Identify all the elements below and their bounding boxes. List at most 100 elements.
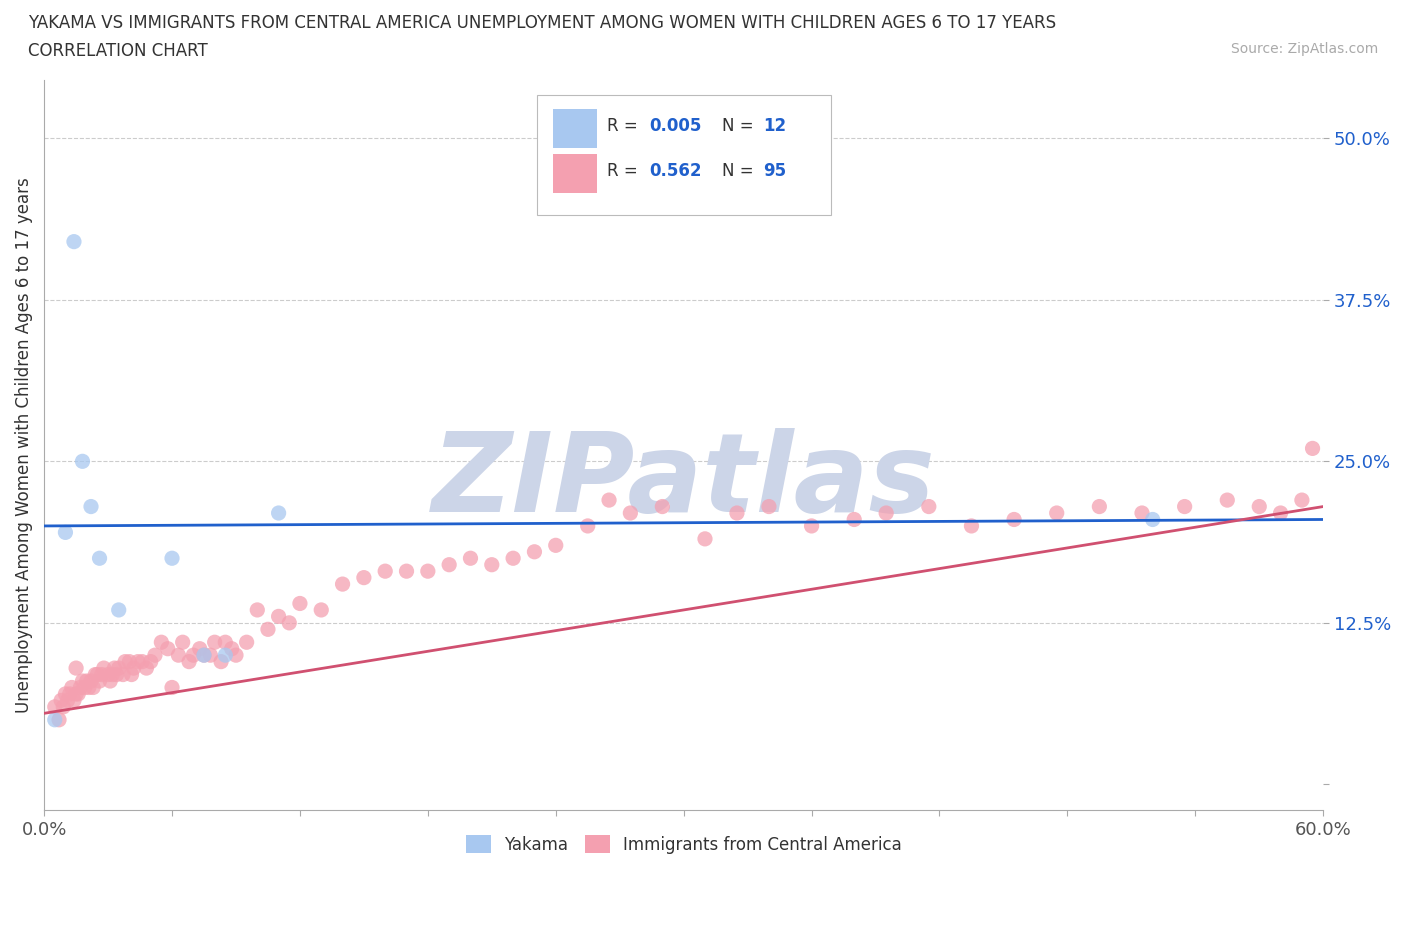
Point: [59, 686, 82, 701]
Point: [214, 635, 236, 650]
Point: [118, 654, 141, 669]
Point: [288, 596, 311, 611]
Point: [1270, 506, 1292, 521]
Point: [107, 603, 129, 618]
Y-axis label: Unemployment Among Women with Children Ages 6 to 17 years: Unemployment Among Women with Children A…: [15, 178, 32, 713]
Point: [80, 673, 103, 688]
Point: [214, 647, 236, 662]
Point: [56, 693, 79, 708]
Point: [122, 660, 145, 675]
Point: [65, 660, 87, 675]
Point: [800, 519, 823, 534]
Point: [55, 686, 77, 701]
Point: [121, 667, 143, 682]
Point: [257, 622, 280, 637]
Point: [758, 499, 780, 514]
Point: [111, 667, 134, 682]
Point: [544, 538, 567, 552]
Text: 95: 95: [763, 163, 786, 180]
Point: [193, 647, 215, 662]
Point: [98, 673, 121, 688]
Point: [651, 499, 673, 514]
Point: [55, 525, 77, 539]
Point: [246, 603, 269, 618]
Point: [1088, 499, 1111, 514]
Point: [1002, 512, 1025, 527]
Point: [160, 551, 183, 565]
Point: [1130, 506, 1153, 521]
Point: [103, 660, 125, 675]
Point: [150, 635, 173, 650]
Point: [139, 654, 162, 669]
Point: [114, 654, 136, 669]
Point: [1291, 493, 1313, 508]
Text: N =: N =: [723, 163, 759, 180]
Point: [183, 647, 205, 662]
Point: [267, 609, 290, 624]
Point: [60, 680, 83, 695]
Point: [1249, 499, 1271, 514]
Point: [481, 557, 503, 572]
Point: [44, 699, 66, 714]
Point: [844, 512, 866, 527]
Point: [105, 667, 128, 682]
Point: [309, 603, 332, 618]
Point: [80, 499, 103, 514]
FancyBboxPatch shape: [553, 109, 596, 148]
Point: [395, 564, 418, 578]
Point: [48, 712, 70, 727]
Point: [156, 642, 179, 657]
Point: [143, 647, 166, 662]
Point: [89, 551, 111, 565]
Point: [77, 680, 100, 695]
Text: R =: R =: [607, 117, 643, 135]
Point: [332, 577, 354, 591]
Text: 0.562: 0.562: [650, 163, 702, 180]
Point: [63, 234, 86, 249]
Point: [1174, 499, 1197, 514]
Point: [44, 712, 66, 727]
Point: [204, 635, 226, 650]
Text: R =: R =: [607, 163, 643, 180]
Point: [107, 660, 129, 675]
Text: YAKAMA VS IMMIGRANTS FROM CENTRAL AMERICA UNEMPLOYMENT AMONG WOMEN WITH CHILDREN: YAKAMA VS IMMIGRANTS FROM CENTRAL AMERIC…: [28, 14, 1056, 32]
Point: [523, 544, 546, 559]
Text: CORRELATION CHART: CORRELATION CHART: [28, 42, 208, 60]
Point: [72, 454, 94, 469]
FancyBboxPatch shape: [553, 153, 596, 193]
Point: [209, 654, 232, 669]
Point: [177, 654, 200, 669]
Point: [1046, 506, 1069, 521]
Point: [1142, 512, 1164, 527]
Point: [353, 570, 375, 585]
Point: [460, 551, 482, 565]
Point: [82, 680, 104, 695]
Point: [875, 506, 897, 521]
Point: [135, 660, 157, 675]
Point: [918, 499, 941, 514]
Point: [167, 647, 190, 662]
Point: [267, 506, 290, 521]
Point: [90, 667, 112, 682]
Point: [437, 557, 460, 572]
Point: [374, 564, 396, 578]
Point: [89, 673, 111, 688]
Point: [193, 647, 215, 662]
Point: [127, 654, 149, 669]
Point: [160, 680, 183, 695]
Point: [960, 519, 983, 534]
Point: [1302, 441, 1324, 456]
Point: [51, 693, 73, 708]
Point: [416, 564, 439, 578]
Point: [52, 699, 75, 714]
Point: [131, 654, 153, 669]
Point: [73, 680, 96, 695]
Point: [67, 686, 90, 701]
Point: [63, 693, 86, 708]
Point: [725, 506, 748, 521]
Point: [69, 680, 91, 695]
Point: [86, 667, 108, 682]
Point: [619, 506, 641, 521]
Point: [172, 635, 194, 650]
Point: [93, 660, 115, 675]
